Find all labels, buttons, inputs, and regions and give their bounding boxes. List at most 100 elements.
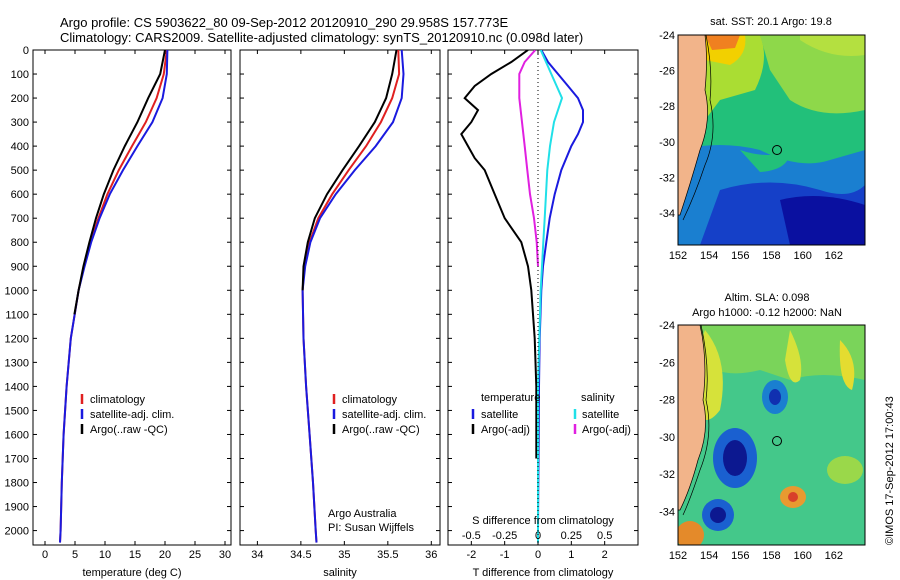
series-line-satellite-adj-clim- [301,50,405,543]
y-tick-label: 1700 [5,453,29,465]
y-tick-label: 1200 [5,333,29,345]
map-lon-label: 152 [669,250,687,262]
legend-label: satellite [582,409,619,421]
sst-map-image [678,35,865,245]
s-diff-tick-label: -0.5 [462,530,481,542]
x-tick-label: 34.5 [290,549,311,561]
s-diff-axis-label: S difference from climatology [472,515,614,527]
x-tick-label: 2 [602,549,608,561]
pi-name-label: PI: Susan Wijffels [328,522,414,534]
x-tick-label: 30 [219,549,231,561]
map-lat-label: -26 [659,66,675,78]
y-tick-label: 400 [11,141,29,153]
map-lon-label: 162 [825,550,843,562]
y-tick-label: 700 [11,213,29,225]
s-diff-tick-label: -0.25 [492,530,517,542]
imos-timestamp: ©IMOS 17-Sep-2012 17:00:43 [884,396,896,545]
s-diff-tick-label: 0 [535,530,541,542]
y-tick-label: 0 [23,45,29,57]
x-axis-label: temperature (deg C) [82,567,181,579]
map-lon-label: 160 [793,250,811,262]
y-tick-label: 1000 [5,285,29,297]
map-lat-label: -24 [659,30,675,42]
x-axis-label: salinity [323,567,357,579]
map-lat-label: -34 [659,208,675,220]
x-tick-label: 36 [425,549,437,561]
y-tick-label: 1400 [5,381,29,393]
difference-axes-frame [447,49,639,546]
x-axis-label: T difference from climatology [473,567,614,579]
map-lat-label: -30 [659,137,675,149]
map-lon-label: 160 [793,550,811,562]
y-tick-label: 800 [11,237,29,249]
legend-label: satellite [481,409,518,421]
map-lat-label: -32 [659,172,675,184]
legend-label: climatology [342,394,398,406]
x-tick-label: 25 [189,549,201,561]
y-tick-label: 900 [11,261,29,273]
y-tick-label: 2000 [5,526,29,538]
y-tick-label: 300 [11,117,29,129]
map-lon-label: 156 [731,250,749,262]
sla-map-title-line1: Altim. SLA: 0.098 [725,292,810,304]
legend-label: climatology [90,394,146,406]
s-diff-tick-label: 0.5 [597,530,612,542]
map-lon-label: 158 [762,250,780,262]
sla-map-title-line2: Argo h1000: -0.12 h2000: NaN [692,307,842,319]
legend-label: satellite-adj. clim. [90,409,174,421]
x-tick-label: 34 [251,549,263,561]
sst-map-title: sat. SST: 20.1 Argo: 19.8 [710,16,832,28]
x-tick-label: 1 [568,549,574,561]
x-tick-label: 5 [72,549,78,561]
temperature-axes-frame [32,49,232,546]
y-tick-label: 1600 [5,429,29,441]
series-line-satellite-adj-clim- [59,50,169,543]
legend-label: Argo(..raw -QC) [90,424,168,436]
salinity-axes-frame [239,49,441,546]
map-lon-label: 158 [762,550,780,562]
map-lon-label: 154 [700,550,718,562]
sst-map-frame [677,34,866,246]
series-line-temperature-satellite [537,50,584,543]
y-tick-label: 200 [11,93,29,105]
legend-heading-temperature: temperature [481,392,540,404]
figure-title-line2: Climatology: CARS2009. Satellite-adjuste… [60,30,584,45]
map-lat-label: -30 [659,432,675,444]
x-tick-label: -2 [466,549,476,561]
y-tick-label: 1900 [5,502,29,514]
legend-label: Argo(-adj) [481,424,530,436]
map-lat-label: -28 [659,101,675,113]
map-lat-label: -26 [659,357,675,369]
s-diff-tick-label: 0.25 [561,530,582,542]
x-tick-label: 0 [535,549,541,561]
y-tick-label: 1100 [5,309,29,321]
legend-label: Argo(..raw -QC) [342,424,420,436]
x-tick-label: 35.5 [377,549,398,561]
y-tick-label: 600 [11,189,29,201]
y-tick-label: 1800 [5,478,29,490]
legend-label: satellite-adj. clim. [342,409,426,421]
map-lon-label: 162 [825,250,843,262]
figure-title-line1: Argo profile: CS 5903622_80 09-Sep-2012 … [60,15,509,30]
map-lon-label: 156 [731,550,749,562]
y-tick-label: 1500 [5,405,29,417]
legend-label: Argo(-adj) [582,424,631,436]
map-lat-label: -28 [659,395,675,407]
sla-map-frame [677,324,866,546]
x-tick-label: 35 [338,549,350,561]
x-tick-label: -1 [500,549,510,561]
map-lat-label: -34 [659,506,675,518]
y-tick-label: 100 [11,69,29,81]
map-lat-label: -32 [659,469,675,481]
argo-australia-label: Argo Australia [328,508,397,520]
series-line-argo-raw-qc- [73,50,166,315]
x-tick-label: 10 [99,549,111,561]
series-line-salinity-argo-adj- [518,50,539,267]
y-tick-label: 500 [11,165,29,177]
x-tick-label: 0 [42,549,48,561]
sla-map-image [678,325,865,545]
y-tick-label: 1300 [5,357,29,369]
map-lat-label: -24 [659,320,675,332]
series-line-argo-raw-qc- [301,50,398,291]
